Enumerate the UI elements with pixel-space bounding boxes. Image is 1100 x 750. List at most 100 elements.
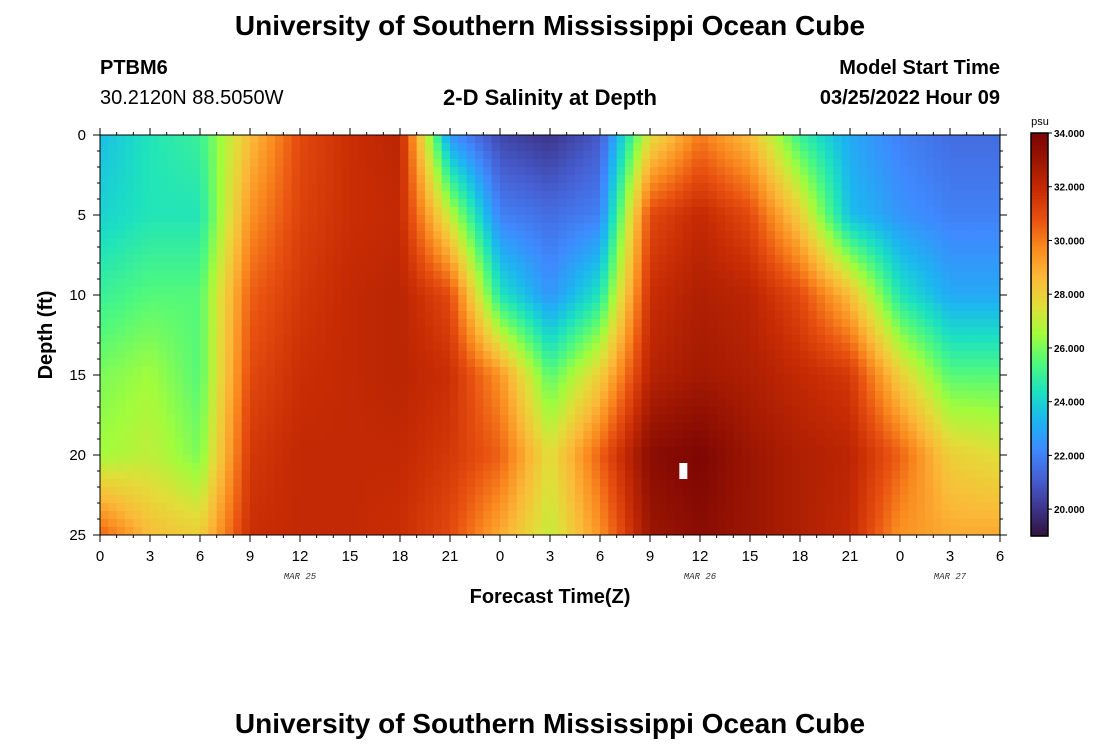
heatmap-cell — [775, 207, 784, 216]
heatmap-cell — [991, 319, 1000, 328]
heatmap-cell — [550, 423, 559, 432]
heatmap-cell — [158, 375, 168, 384]
heatmap-cell — [791, 223, 801, 232]
heatmap-cell — [600, 431, 609, 440]
heatmap-cell — [300, 311, 309, 320]
heatmap-cell — [416, 295, 426, 304]
heatmap-cell — [416, 247, 426, 256]
heatmap-cell — [525, 303, 534, 312]
heatmap-cell — [575, 495, 584, 504]
heatmap-cell — [850, 287, 859, 296]
heatmap-cell — [541, 255, 551, 264]
heatmap-cell — [791, 271, 801, 280]
heatmap-cell — [491, 183, 501, 192]
heatmap-cell — [600, 231, 609, 240]
heatmap-cell — [441, 167, 451, 176]
heatmap-cell — [283, 375, 293, 384]
heatmap-cell — [383, 327, 393, 336]
heatmap-cell — [650, 367, 659, 376]
heatmap-cell — [850, 239, 859, 248]
heatmap-cell — [700, 255, 709, 264]
heatmap-cell — [366, 135, 376, 144]
heatmap-cell — [925, 151, 934, 160]
heatmap-cell — [933, 439, 943, 448]
heatmap-cell — [350, 375, 359, 384]
heatmap-cell — [383, 223, 393, 232]
heatmap-cell — [425, 287, 434, 296]
heatmap-cell — [141, 279, 151, 288]
heatmap-cell — [633, 311, 643, 320]
heatmap-cell — [233, 311, 243, 320]
heatmap-cell — [316, 303, 326, 312]
heatmap-cell — [908, 407, 918, 416]
heatmap-cell — [800, 247, 809, 256]
heatmap-cell — [358, 159, 368, 168]
heatmap-cell — [766, 311, 776, 320]
heatmap-cell — [183, 199, 193, 208]
heatmap-cell — [458, 271, 468, 280]
heatmap-cell — [183, 359, 193, 368]
heatmap-cell — [458, 255, 468, 264]
heatmap-cell — [425, 415, 434, 424]
heatmap-cell — [458, 287, 468, 296]
heatmap-cell — [233, 447, 243, 456]
heatmap-cell — [808, 487, 818, 496]
heatmap-cell — [208, 367, 218, 376]
heatmap-cell — [966, 327, 976, 336]
heatmap-cell — [916, 351, 926, 360]
heatmap-cell — [641, 287, 651, 296]
heatmap-cell — [525, 279, 534, 288]
heatmap-cell — [875, 255, 884, 264]
heatmap-cell — [250, 247, 259, 256]
heatmap-cell — [275, 455, 284, 464]
heatmap-cell — [725, 391, 734, 400]
heatmap-cell — [316, 343, 326, 352]
heatmap-cell — [908, 303, 918, 312]
heatmap-cell — [475, 351, 484, 360]
heatmap-cell — [600, 487, 609, 496]
heatmap-cell — [916, 231, 926, 240]
heatmap-cell — [441, 367, 451, 376]
heatmap-cell — [116, 207, 126, 216]
heatmap-cell — [583, 359, 593, 368]
heatmap-cell — [433, 455, 443, 464]
heatmap-cell — [891, 495, 901, 504]
heatmap-cell — [975, 487, 984, 496]
heatmap-cell — [666, 215, 676, 224]
heatmap-cell — [258, 431, 268, 440]
heatmap-cell — [650, 479, 659, 488]
heatmap-cell — [466, 215, 476, 224]
heatmap-cell — [841, 367, 851, 376]
heatmap-cell — [275, 239, 284, 248]
heatmap-cell — [625, 311, 634, 320]
heatmap-cell — [791, 391, 801, 400]
heatmap-cell — [641, 271, 651, 280]
heatmap-cell — [658, 383, 668, 392]
heatmap-cell — [308, 447, 318, 456]
heatmap-cell — [341, 367, 351, 376]
heatmap-cell — [266, 495, 276, 504]
heatmap-cell — [866, 271, 876, 280]
heatmap-cell — [841, 383, 851, 392]
heatmap-cell — [116, 279, 126, 288]
heatmap-cell — [200, 447, 209, 456]
heatmap-cell — [541, 311, 551, 320]
heatmap-cell — [491, 271, 501, 280]
heatmap-cell — [833, 255, 843, 264]
heatmap-cell — [375, 231, 384, 240]
heatmap-cell — [225, 423, 234, 432]
heatmap-cell — [116, 439, 126, 448]
heatmap-cell — [641, 479, 651, 488]
heatmap-cell — [650, 343, 659, 352]
heatmap-cell — [333, 199, 343, 208]
heatmap-cell — [500, 223, 509, 232]
heatmap-cell — [308, 367, 318, 376]
heatmap-cell — [725, 215, 734, 224]
station-coordinates: 30.2120N 88.5050W — [100, 87, 284, 109]
heatmap-cell — [541, 463, 551, 472]
heatmap-cell — [291, 439, 301, 448]
heatmap-cell — [258, 343, 268, 352]
heatmap-cell — [891, 351, 901, 360]
heatmap-cell — [133, 359, 143, 368]
heatmap-cell — [825, 183, 834, 192]
